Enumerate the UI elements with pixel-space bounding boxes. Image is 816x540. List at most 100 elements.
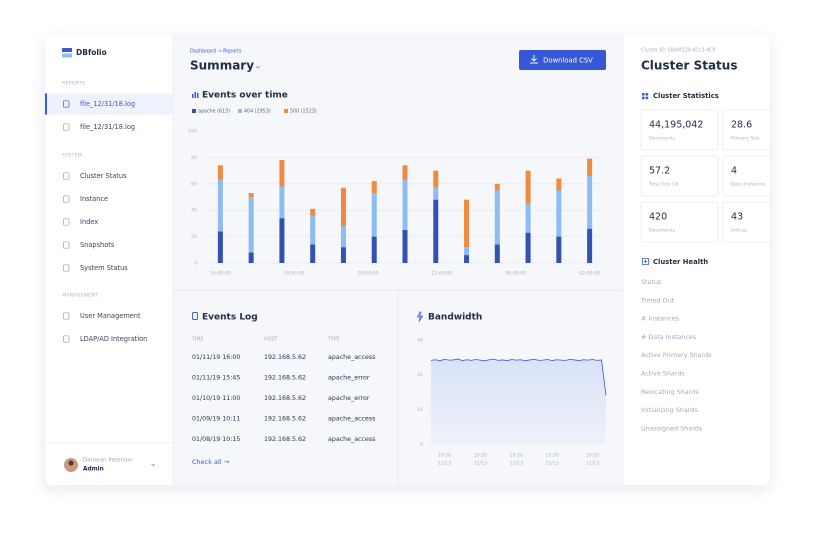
log-cell: apache_access	[328, 354, 375, 361]
stat-value: 43	[731, 212, 743, 223]
bandwidth-line	[430, 358, 607, 396]
nav-icon	[63, 218, 70, 226]
x-tick-label: 22:00:00	[432, 271, 453, 277]
button-bg[interactable]	[519, 50, 606, 70]
x-tick-date: 11/13	[474, 461, 487, 467]
download-button[interactable]: Download CSV	[519, 50, 606, 70]
bar-segment	[217, 231, 223, 263]
user-role: Admin	[83, 467, 104, 473]
log-cell: 192.168.5.62	[264, 375, 306, 382]
nav-item[interactable]: User Management	[80, 312, 141, 320]
button-label[interactable]: Download CSV	[543, 57, 593, 65]
nav-section-title: MANAGEMENT	[62, 293, 98, 299]
log-cell: 192.168.5.62	[264, 436, 306, 443]
column-header: TYPE	[327, 337, 340, 343]
legend-swatch	[192, 109, 196, 113]
y-tick-label: 0	[194, 261, 197, 267]
stat-label: Total Size Gb	[648, 182, 679, 188]
bar-segment	[402, 179, 408, 230]
bar-segment	[587, 158, 593, 176]
bar-segment	[340, 247, 346, 263]
nav-item[interactable]: LDAP/AD Integration	[80, 335, 147, 343]
bar-segment	[310, 244, 316, 263]
stat-card	[640, 201, 719, 243]
section-title: Cluster Health	[653, 258, 708, 266]
app-window: DBfolio Dashboard → Reports Summary Down…	[45, 35, 770, 485]
nav-item[interactable]: System Status	[80, 264, 128, 272]
nav-icon	[63, 100, 70, 108]
nav-item[interactable]: Snapshots	[80, 241, 115, 249]
nav-icon	[63, 123, 70, 131]
log-cell: 01/10/19 11:00	[192, 395, 240, 402]
panel-title: Cluster Status	[641, 59, 737, 73]
log-cell: apache_error	[328, 395, 370, 402]
stat-value: 28.6	[731, 120, 752, 131]
avatar-detail	[68, 460, 74, 466]
check-all-link[interactable]: Check all →	[192, 458, 230, 466]
health-item: # Data Instances	[641, 333, 697, 341]
nav-section-title: REPORTS	[62, 81, 85, 87]
nav-item[interactable]: Instance	[80, 195, 108, 203]
health-item: # Instances	[641, 315, 680, 323]
y-tick-label: 0	[420, 442, 423, 448]
page-title: Summary	[190, 59, 254, 73]
bandwidth-area	[431, 359, 606, 444]
bar-segment	[248, 252, 254, 263]
bar-segment	[248, 197, 254, 253]
bar-segment	[402, 165, 408, 180]
bar-segment	[433, 199, 439, 263]
bar-segment	[310, 208, 316, 216]
bar-segment	[402, 230, 408, 263]
stat-value: 420	[649, 212, 667, 223]
nav-icon	[63, 172, 70, 180]
user-menu-caret[interactable]	[151, 463, 156, 467]
y-tick-label: 16	[417, 407, 423, 413]
bar-segment	[587, 175, 593, 229]
x-tick-date: 11/13	[546, 461, 559, 467]
plus-icon	[642, 258, 649, 265]
bar-segment	[464, 199, 470, 248]
nav-icon	[63, 195, 70, 203]
x-tick-label: 00:00:00	[505, 271, 526, 277]
nav-icon	[63, 312, 70, 320]
stat-label: Indices	[731, 228, 748, 234]
nav-item[interactable]: file_12/31/18.log	[80, 123, 135, 131]
user-name: Dameon Peterson	[83, 458, 133, 464]
y-tick-label: 20	[191, 234, 197, 240]
breadcrumb[interactable]: Dashboard → Reports	[190, 49, 242, 55]
stat-card	[640, 155, 719, 197]
x-tick-label: 16:00:00	[210, 271, 231, 277]
bar-segment	[371, 236, 377, 263]
nav-section-title: SYSTEM	[62, 153, 82, 159]
section-title: Events Log	[202, 313, 258, 323]
nav-item[interactable]: file_12/31/18.log	[80, 100, 135, 108]
health-item: Active Shards	[641, 370, 685, 378]
nav-item[interactable]: Index	[80, 218, 98, 226]
legend-swatch	[238, 109, 242, 113]
legend-swatch	[284, 109, 288, 113]
bar-segment	[556, 178, 562, 191]
dropdown-caret[interactable]	[255, 65, 261, 69]
bar-segment	[494, 183, 500, 191]
bar-segment	[279, 160, 285, 187]
bar-segment	[525, 203, 531, 233]
nav-item[interactable]: Cluster Status	[80, 172, 127, 180]
chart-icon	[192, 92, 199, 98]
log-cell: 192.168.5.62	[264, 395, 306, 402]
x-tick-date: 11/13	[510, 461, 523, 467]
nav-active-bg	[45, 93, 173, 115]
y-tick-label: 32	[417, 372, 423, 378]
bar-segment	[279, 186, 285, 219]
chart-title: Events over time	[202, 91, 288, 101]
bar-segment	[279, 218, 285, 263]
stat-value: 4	[731, 166, 737, 177]
log-cell: apache_access	[328, 416, 375, 423]
y-tick-label: 40	[191, 208, 197, 214]
column-header: TIME	[191, 337, 204, 343]
bar-segment	[556, 190, 562, 237]
bolt-icon	[416, 311, 424, 322]
stat-card	[640, 109, 719, 151]
nav-icon	[63, 241, 70, 249]
legend-label: 404 (2953)	[244, 109, 271, 115]
